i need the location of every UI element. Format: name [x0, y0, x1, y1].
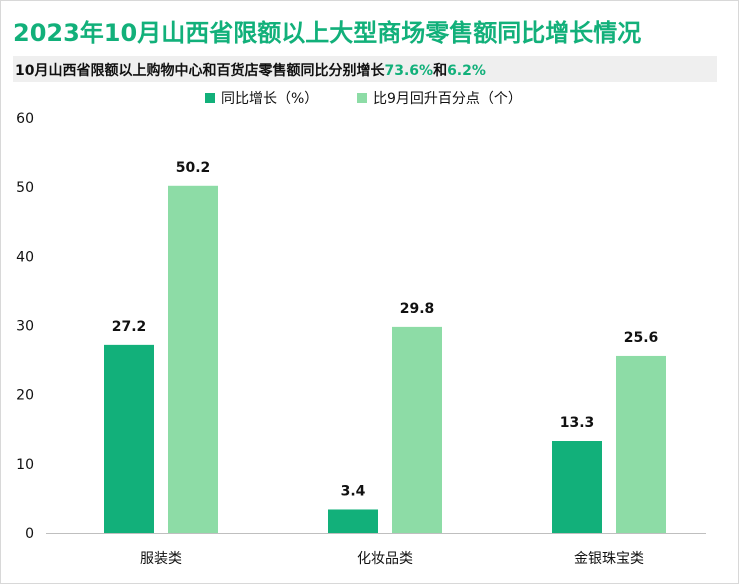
data-label: 27.2 [112, 319, 147, 335]
legend-swatch-2 [357, 93, 367, 103]
y-tick-label: 60 [16, 111, 34, 127]
bar-2 [616, 355, 666, 533]
bar-2 [392, 326, 442, 533]
legend: 同比增长（%） 比9月回升百分点（个） [205, 91, 522, 107]
data-label: 13.3 [560, 415, 595, 431]
y-tick-label: 50 [16, 180, 34, 196]
x-tick-label: 服装类 [140, 551, 182, 567]
x-tick-label: 化妆品类 [357, 551, 413, 567]
subtitle-value-2: 6.2% [447, 63, 486, 79]
subtitle-connector: 和 [433, 63, 448, 79]
y-axis: 0 10 20 30 40 50 60 [16, 111, 34, 542]
y-tick-label: 10 [16, 457, 34, 473]
bar-1 [328, 509, 378, 533]
y-tick-label: 30 [16, 319, 34, 335]
subtitle-background [13, 56, 717, 82]
legend-label-1: 同比增长（%） [221, 91, 318, 107]
x-tick-label: 金银珠宝类 [574, 551, 644, 567]
subtitle-text: 10月山西省限额以上购物中心和百货店零售额同比分别增长 [15, 63, 385, 79]
bar-1 [552, 441, 602, 533]
bars: 27.2 50.2 3.4 29.8 13.3 25.6 [104, 160, 666, 534]
y-tick-label: 0 [25, 526, 34, 542]
subtitle-value-1: 73.6% [384, 63, 434, 79]
data-label: 25.6 [624, 330, 659, 346]
legend-label-2: 比9月回升百分点（个） [373, 91, 522, 107]
y-tick-label: 20 [16, 388, 34, 404]
chart-title: 2023年10月山西省限额以上大型商场零售额同比增长情况 [13, 19, 642, 47]
bar-2 [168, 185, 218, 534]
data-label: 50.2 [176, 160, 211, 176]
legend-swatch-1 [205, 93, 215, 103]
data-label: 3.4 [341, 483, 366, 499]
y-tick-label: 40 [16, 249, 34, 265]
chart-subtitle: 10月山西省限额以上购物中心和百货店零售额同比分别增长73.6%和6.2% [15, 60, 486, 80]
x-axis: 服装类 化妆品类 金银珠宝类 [46, 533, 706, 567]
bar-1 [104, 344, 154, 533]
data-label: 29.8 [400, 301, 435, 317]
